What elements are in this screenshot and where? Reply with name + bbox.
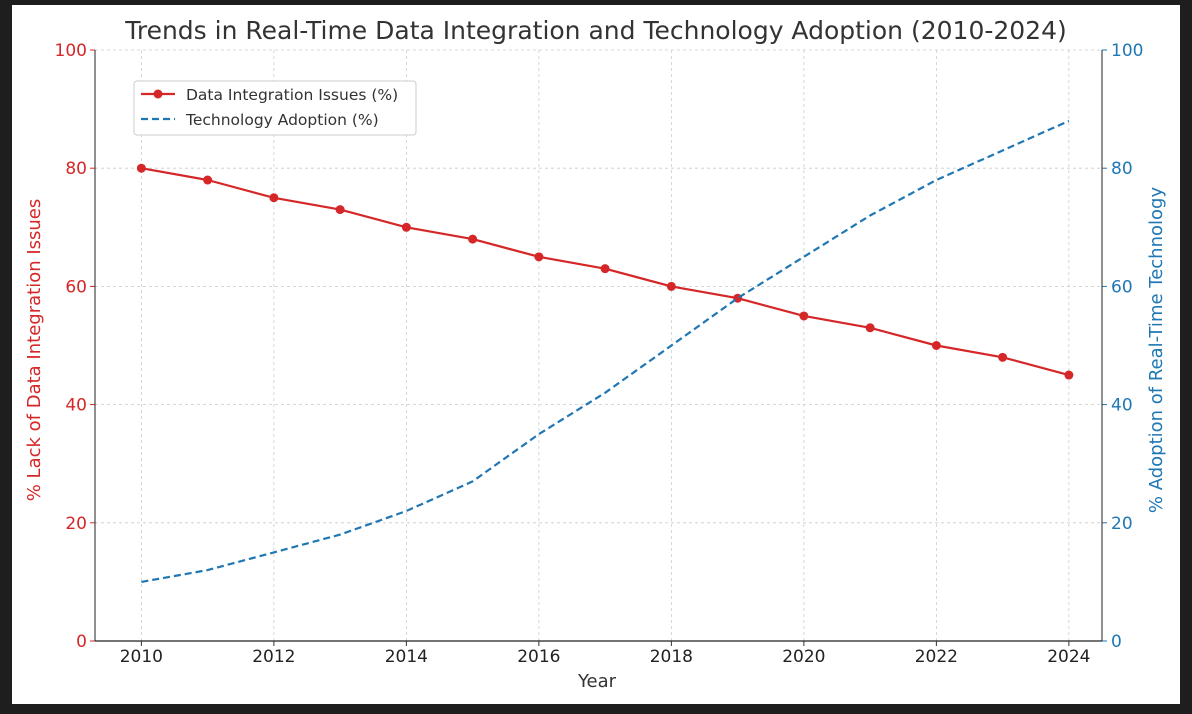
legend-label-technology-adoption: Technology Adoption (%) bbox=[185, 111, 379, 129]
legend-marker-data-integration bbox=[153, 89, 163, 99]
y-right-tick-label: 60 bbox=[1111, 277, 1133, 297]
data-point-data-integration bbox=[1064, 370, 1074, 380]
data-point-data-integration bbox=[799, 311, 809, 321]
data-point-data-integration bbox=[401, 222, 411, 232]
x-tick-label: 2024 bbox=[1047, 647, 1090, 667]
legend-label-data-integration: Data Integration Issues (%) bbox=[186, 86, 398, 104]
x-axis-label: Year bbox=[577, 671, 617, 692]
chart-svg: Trends in Real-Time Data Integration and… bbox=[24, 16, 1167, 692]
x-tick-label: 2014 bbox=[385, 647, 428, 667]
data-point-data-integration bbox=[666, 281, 676, 291]
data-point-data-integration bbox=[269, 193, 279, 203]
y-left-tick-label: 20 bbox=[65, 514, 87, 534]
y-axis-left-label: % Lack of Data Integration Issues bbox=[24, 199, 45, 502]
x-tick-label: 2012 bbox=[252, 647, 295, 667]
x-tick-label: 2022 bbox=[915, 647, 958, 667]
legend-box bbox=[133, 80, 417, 136]
data-point-data-integration bbox=[136, 163, 146, 173]
data-point-data-integration bbox=[203, 175, 213, 185]
x-tick-label: 2018 bbox=[650, 647, 693, 667]
x-tick-label: 2020 bbox=[782, 647, 825, 667]
data-point-data-integration bbox=[468, 234, 478, 244]
y-right-tick-label: 20 bbox=[1111, 514, 1133, 534]
y-right-tick-label: 80 bbox=[1111, 159, 1133, 179]
x-tick-label: 2016 bbox=[517, 647, 560, 667]
y-axis-right-label: % Adoption of Real-Time Technology bbox=[1146, 187, 1167, 514]
y-left-tick-label: 60 bbox=[65, 277, 87, 297]
y-left-tick-label: 80 bbox=[65, 159, 87, 179]
grid bbox=[95, 49, 1102, 642]
data-point-data-integration bbox=[865, 323, 875, 333]
y-right-tick-label: 0 bbox=[1111, 632, 1122, 652]
y-left-tick-label: 0 bbox=[76, 632, 87, 652]
data-point-data-integration bbox=[335, 205, 345, 215]
series-line-technology-adoption bbox=[141, 119, 1070, 583]
x-tick-label: 2010 bbox=[120, 647, 163, 667]
data-point-data-integration bbox=[998, 352, 1008, 362]
y-right-tick-label: 100 bbox=[1111, 41, 1143, 61]
y-left-tick-label: 40 bbox=[65, 396, 87, 416]
data-point-data-integration bbox=[931, 341, 941, 350]
series-layer bbox=[136, 119, 1074, 583]
data-point-data-integration bbox=[534, 252, 544, 262]
chart-figure: Trends in Real-Time Data Integration and… bbox=[12, 5, 1180, 704]
legend: Data Integration Issues (%) Technology A… bbox=[133, 80, 417, 136]
data-point-data-integration bbox=[600, 264, 610, 274]
y-right-tick-label: 40 bbox=[1111, 396, 1133, 416]
y-left-tick-label: 100 bbox=[55, 41, 87, 61]
chart-title: Trends in Real-Time Data Integration and… bbox=[124, 16, 1067, 45]
